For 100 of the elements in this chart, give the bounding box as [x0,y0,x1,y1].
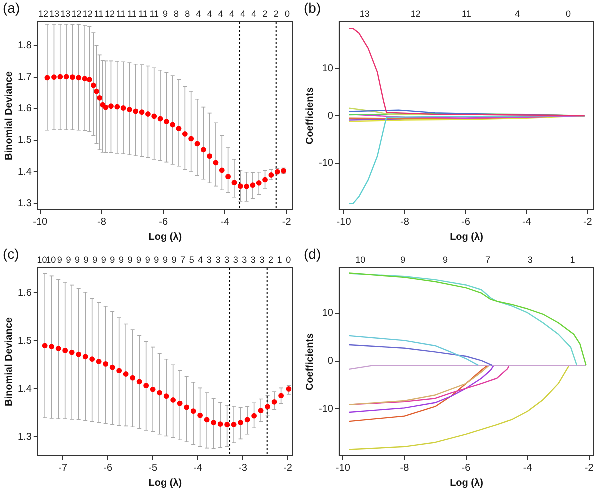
text: 12 [104,8,115,19]
x-tick-label: -6 [462,216,471,228]
text: 8 [185,8,190,19]
y-tick-label: 10 [322,308,334,320]
text: 9 [162,254,168,265]
point [188,136,194,142]
point [90,82,96,88]
text: 7 [485,254,490,265]
point [62,348,68,354]
point [94,88,100,94]
point [211,420,217,426]
point [182,131,188,137]
point [152,114,158,120]
point [262,177,268,183]
point [86,77,92,83]
point [49,344,55,350]
text: 4 [207,8,212,19]
point [157,390,163,396]
text: 10 [356,254,366,265]
text: 3 [250,254,256,265]
x-axis-title: Log (λ) [450,232,484,243]
text: 4 [240,8,246,19]
y-axis-title: Binomial Deviance [4,317,15,406]
y-tick-label: 1.6 [18,104,32,115]
y-axis-title: Coefficients [304,332,316,391]
point [110,364,116,370]
x-tick-label: -6 [104,462,113,474]
chart-title: (d) [304,246,322,262]
text: 9 [154,254,160,265]
y-tick-label: 1.4 [18,384,32,395]
point [64,74,70,80]
x-tick-label: -6 [462,462,472,474]
text: 9 [74,254,80,265]
x-tick-label: -10 [336,462,351,474]
point [286,386,292,392]
point [158,116,164,122]
text: 3 [224,254,230,265]
x-tick-label: -4 [522,216,532,228]
y-tick-label: 1.3 [18,198,32,210]
text: 2 [274,8,279,19]
point [170,122,176,128]
y-tick-label: 1.6 [18,288,32,299]
point [58,74,64,80]
text: 11 [462,8,472,19]
text: 9 [92,254,98,265]
point [226,174,231,180]
x-tick-label: -2 [282,216,292,228]
point [250,182,256,188]
text: 3 [260,254,265,265]
text: 9 [162,8,168,19]
point [238,420,244,426]
text: 1 [277,254,282,265]
point [204,417,210,423]
point [164,394,170,400]
point [213,160,219,166]
text: 7 [180,254,186,265]
point [82,354,88,360]
text: 9 [101,254,106,265]
point [224,422,230,428]
point [96,359,102,364]
text: 4 [198,254,204,265]
point [70,74,76,80]
point [90,356,96,362]
text: 12 [72,8,82,19]
point [258,408,264,414]
point [207,154,213,159]
y-tick-label: 0 [328,356,334,368]
text: 9 [443,254,448,265]
text: 4 [196,8,202,19]
chart-title: (c) [3,246,20,262]
text: 11 [94,8,104,19]
text: 11 [150,8,160,19]
point [97,95,103,101]
point [76,75,82,81]
text: 4 [218,8,224,19]
point [108,104,114,110]
point [218,422,224,427]
point [198,412,204,418]
text: 9 [66,254,72,265]
text: 4 [515,8,520,19]
y-axis-title: Binomial Deviance [4,71,15,160]
x-axis-title: Log (λ) [450,478,484,489]
point [170,398,176,403]
text: 13 [60,8,71,19]
x-tick-label: -10 [336,216,352,228]
x-tick-label: -4 [523,462,533,474]
x-tick-label: -2 [284,462,293,474]
text: 0 [566,8,572,19]
text: 9 [136,254,142,265]
text: 11 [116,8,126,19]
text: 3 [242,254,248,265]
point [146,112,151,117]
text: 11 [138,8,148,19]
y-tick-label: 1.8 [18,40,32,52]
text: 10 [46,254,56,265]
y-tick-label: -10 [319,404,334,415]
point [127,107,132,113]
point [238,184,244,190]
y-tick-label: 0 [328,110,334,122]
y-tick-label: 10 [322,63,334,74]
